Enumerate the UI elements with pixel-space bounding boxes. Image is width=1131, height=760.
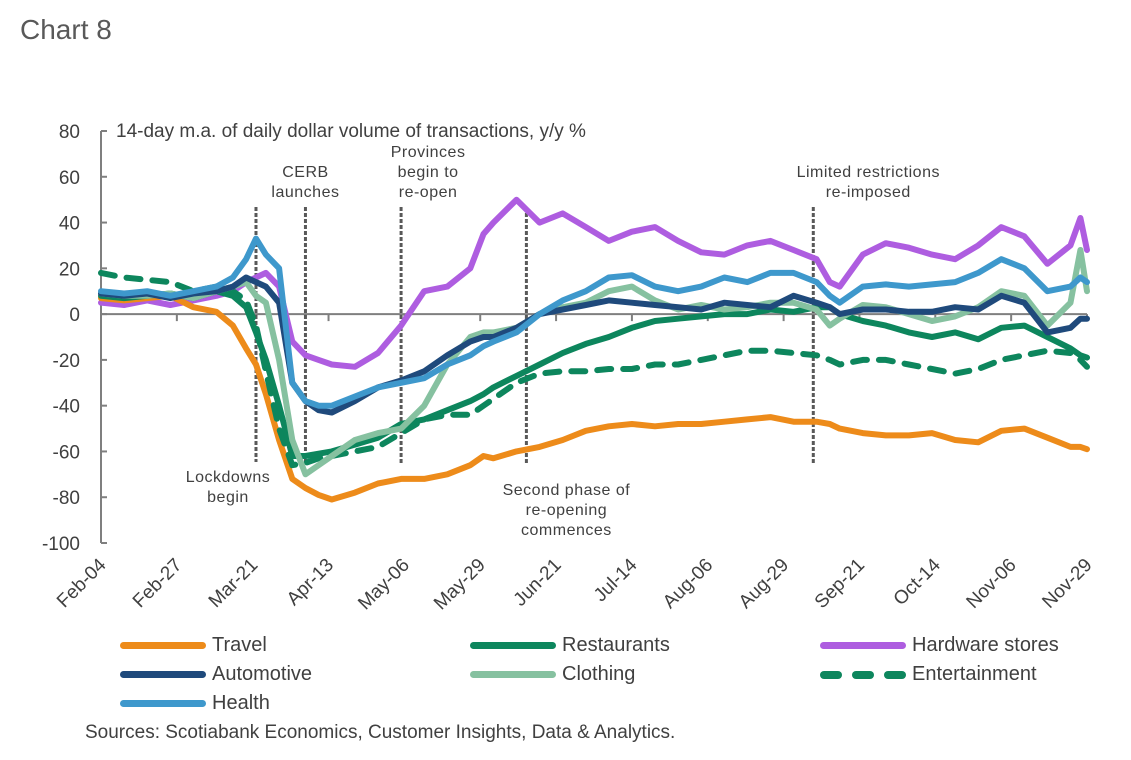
x-tick-label: Mar-21 bbox=[205, 555, 262, 612]
legend-swatch bbox=[820, 642, 906, 649]
legend-swatch bbox=[470, 671, 556, 678]
legend-item: Automotive bbox=[120, 663, 312, 686]
annotations: Lockdowns begin CERB launches Provinces begin… bbox=[186, 144, 940, 539]
y-tick-label: -20 bbox=[53, 351, 80, 372]
series-line-health bbox=[98, 235, 1090, 409]
x-tick-label: Feb-27 bbox=[129, 555, 186, 612]
series-line-travel bbox=[98, 292, 1090, 503]
event-annotation-text: Provinces bbox=[391, 144, 466, 161]
x-tick-label: Jun-21 bbox=[510, 555, 566, 611]
series-lines bbox=[98, 196, 1090, 503]
x-tick-label: May-29 bbox=[430, 555, 490, 615]
legend-label: Entertainment bbox=[912, 663, 1037, 685]
legend-item: Hardware stores bbox=[820, 634, 1059, 657]
series-line-restaurants bbox=[98, 288, 1090, 459]
event-annotation-text: begin to bbox=[398, 164, 459, 181]
y-tick-label: -60 bbox=[53, 442, 80, 463]
y-tick-label: 20 bbox=[59, 259, 80, 280]
legend-item: Restaurants bbox=[470, 634, 670, 657]
y-tick-label: 0 bbox=[69, 305, 80, 326]
legend-label: Health bbox=[212, 692, 270, 714]
legend-label: Clothing bbox=[562, 663, 636, 685]
y-tick-label: -80 bbox=[53, 488, 80, 509]
y-tick-label: 60 bbox=[59, 168, 80, 189]
event-annotation-text: launches bbox=[271, 184, 339, 201]
event-annotation-text: begin bbox=[207, 489, 249, 506]
event-annotation-text: Lockdowns bbox=[186, 469, 271, 486]
x-tick-label: Aug-06 bbox=[659, 555, 717, 613]
event-annotation-text: re-open bbox=[399, 184, 458, 201]
legend-item: Travel bbox=[120, 634, 267, 657]
legend-swatch bbox=[820, 671, 906, 679]
y-tick-label: 40 bbox=[59, 214, 80, 235]
x-tick-label: Aug-29 bbox=[735, 555, 793, 613]
series-line-hardware-stores bbox=[98, 196, 1090, 370]
event-annotation-text: Limited restrictions bbox=[797, 164, 940, 181]
legend-swatch bbox=[120, 642, 206, 649]
series-line-automotive bbox=[98, 274, 1090, 416]
legend-swatch bbox=[120, 700, 206, 707]
x-tick-label: Jul-14 bbox=[590, 554, 642, 606]
x-tick-label: Feb-04 bbox=[53, 554, 111, 612]
event-annotation-text: re-opening bbox=[526, 502, 608, 519]
x-tick-label: Sep-21 bbox=[811, 555, 869, 613]
legend-swatch bbox=[120, 671, 206, 678]
event-annotation-text: CERB bbox=[282, 164, 328, 181]
chart-title: Chart 8 bbox=[20, 14, 112, 45]
legend-item: Entertainment bbox=[820, 663, 1037, 686]
legend-label: Hardware stores bbox=[912, 634, 1059, 656]
event-annotation-text: commences bbox=[521, 522, 612, 539]
legend-label: Restaurants bbox=[562, 634, 670, 656]
x-tick-label: Nov-06 bbox=[963, 555, 1021, 613]
event-annotation-text: re-imposed bbox=[826, 184, 911, 201]
sources-note: Sources: Scotiabank Economics, Customer … bbox=[85, 722, 676, 743]
legend-label: Automotive bbox=[212, 663, 313, 685]
event-annotation-text: Second phase of bbox=[503, 482, 631, 499]
x-tick-label: Apr-13 bbox=[283, 555, 338, 610]
y-tick-label: -100 bbox=[42, 534, 80, 555]
legend-item: Clothing bbox=[470, 663, 635, 686]
y-tick-label: -40 bbox=[53, 397, 80, 418]
x-tick-label: Oct-14 bbox=[890, 554, 945, 609]
x-tick-label: Nov-29 bbox=[1038, 555, 1096, 613]
chart-subtitle: 14-day m.a. of daily dollar volume of tr… bbox=[116, 121, 586, 142]
legend-item: Health bbox=[120, 692, 270, 715]
legend-label: Travel bbox=[212, 634, 267, 656]
y-tick-label: 80 bbox=[59, 122, 80, 143]
legend-swatch bbox=[470, 642, 556, 649]
x-tick-label: May-06 bbox=[354, 555, 414, 615]
